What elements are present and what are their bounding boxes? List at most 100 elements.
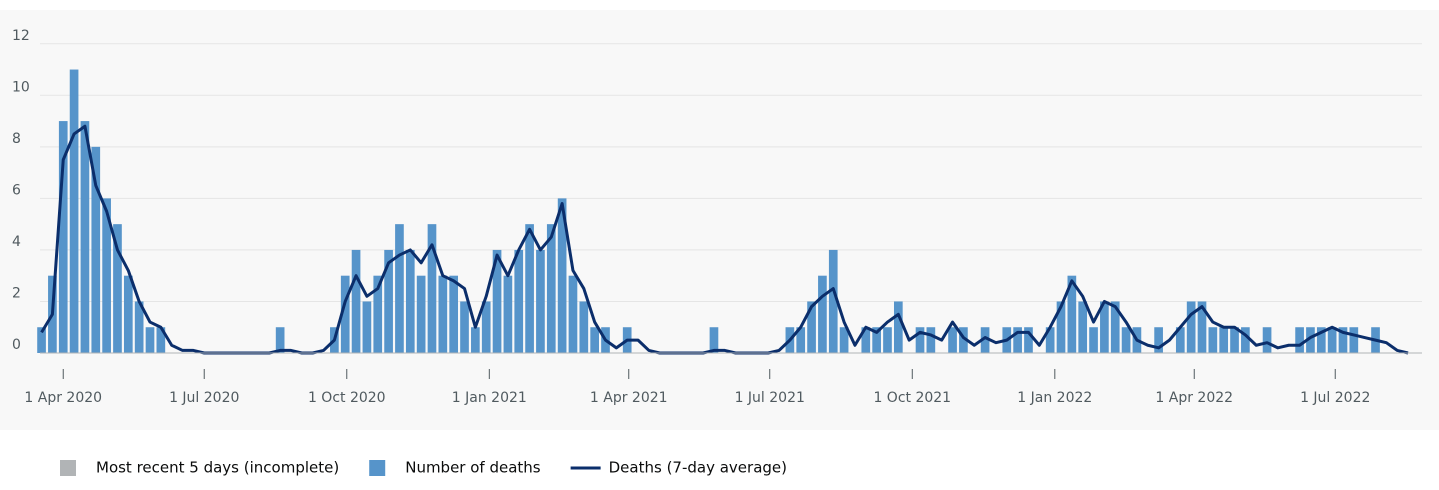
bar xyxy=(102,198,111,353)
bar xyxy=(58,121,68,353)
bar xyxy=(1175,327,1185,353)
bar xyxy=(1241,327,1250,353)
bar xyxy=(1338,327,1348,353)
bar xyxy=(1121,327,1131,353)
y-tick-label: 10 xyxy=(12,79,30,95)
bar xyxy=(1327,327,1337,353)
bar xyxy=(1013,327,1022,353)
y-tick-label: 4 xyxy=(12,234,21,250)
x-tick-label: 1 Apr 2021 xyxy=(590,390,668,406)
bar xyxy=(1045,327,1055,353)
bar xyxy=(373,275,383,353)
bar xyxy=(1219,327,1229,353)
bar xyxy=(525,224,534,353)
bar xyxy=(709,327,719,353)
bar xyxy=(416,275,426,353)
bar xyxy=(362,301,372,353)
bar xyxy=(1306,327,1315,353)
x-tick-label: 1 Oct 2021 xyxy=(873,390,951,406)
bar xyxy=(1024,327,1033,353)
bar xyxy=(1186,301,1196,353)
bar xyxy=(405,249,415,353)
bar xyxy=(872,327,881,353)
y-tick-label: 0 xyxy=(12,337,21,353)
bar xyxy=(1197,301,1207,353)
bar xyxy=(590,327,599,353)
bar xyxy=(113,224,122,353)
x-tick-label: 1 Jul 2021 xyxy=(735,390,805,406)
bar xyxy=(1208,327,1218,353)
bar xyxy=(80,121,90,353)
bar xyxy=(883,327,892,353)
bar xyxy=(893,301,903,353)
bar xyxy=(460,301,469,353)
bar xyxy=(959,327,968,353)
x-tick-label: 1 Apr 2022 xyxy=(1155,390,1233,406)
y-tick-label: 2 xyxy=(12,285,21,301)
bar xyxy=(557,198,567,353)
bar xyxy=(1056,301,1066,353)
x-tick-label: 1 Apr 2020 xyxy=(24,390,102,406)
bar xyxy=(427,224,437,353)
bar xyxy=(492,249,502,353)
bar xyxy=(69,69,79,354)
x-tick-label: 1 Oct 2020 xyxy=(308,390,386,406)
bar xyxy=(449,275,459,353)
bar xyxy=(91,146,101,353)
legend-label: Most recent 5 days (incomplete) xyxy=(96,459,339,477)
bar xyxy=(926,327,936,353)
bar xyxy=(145,327,155,353)
bar xyxy=(828,249,838,353)
bar xyxy=(340,275,350,353)
bar xyxy=(807,301,816,353)
bar xyxy=(1295,327,1304,353)
bar xyxy=(514,249,524,353)
bar xyxy=(839,327,849,353)
bar xyxy=(546,224,556,353)
bar xyxy=(351,249,361,353)
bar xyxy=(395,224,404,353)
bar xyxy=(818,275,827,353)
bar xyxy=(134,301,144,353)
bar xyxy=(1154,327,1163,353)
bar xyxy=(568,275,578,353)
bar xyxy=(156,327,166,353)
bar xyxy=(536,249,545,353)
bar xyxy=(1316,327,1326,353)
bar xyxy=(503,275,513,353)
bar xyxy=(1262,327,1272,353)
plot-background xyxy=(0,10,1439,430)
legend-swatch xyxy=(369,460,386,476)
legend-swatch xyxy=(60,460,76,476)
bar xyxy=(438,275,448,353)
y-tick-label: 6 xyxy=(12,182,21,198)
bar xyxy=(384,249,393,353)
bar xyxy=(1100,301,1109,353)
x-tick-label: 1 Jan 2022 xyxy=(1017,390,1092,406)
bar xyxy=(980,327,990,353)
bar xyxy=(1349,327,1359,353)
bar xyxy=(37,327,46,353)
x-tick-label: 1 Jan 2021 xyxy=(452,390,527,406)
bar xyxy=(1110,301,1120,353)
bar xyxy=(1089,327,1098,353)
bar xyxy=(948,327,957,353)
x-tick-label: 1 Jul 2020 xyxy=(169,390,239,406)
bar xyxy=(796,327,806,353)
bar xyxy=(579,301,589,353)
y-tick-label: 8 xyxy=(12,131,21,147)
bar xyxy=(1078,301,1088,353)
bar xyxy=(275,327,285,353)
bar xyxy=(1067,275,1077,353)
y-tick-label: 12 xyxy=(12,28,30,44)
x-tick-label: 1 Jul 2022 xyxy=(1300,390,1370,406)
legend-label: Number of deaths xyxy=(405,459,541,477)
bar xyxy=(481,301,491,353)
bar xyxy=(915,327,925,353)
legend-label: Deaths (7-day average) xyxy=(609,459,787,477)
bar xyxy=(861,327,871,353)
bar xyxy=(471,327,480,353)
bar xyxy=(1230,327,1239,353)
bar xyxy=(123,275,133,353)
